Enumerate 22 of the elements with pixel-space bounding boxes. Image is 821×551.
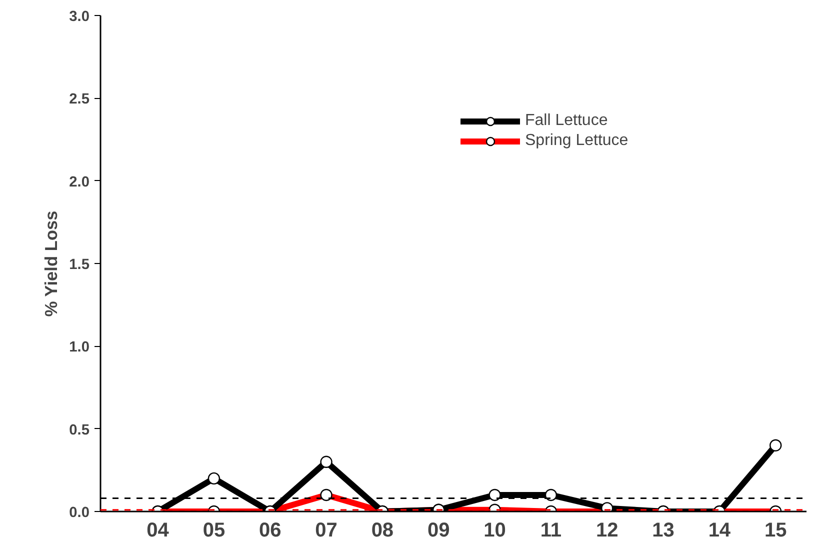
x-tick-label: 14 (708, 520, 732, 542)
x-tick-label: 11 (540, 520, 562, 542)
x-tick-label: 13 (652, 520, 674, 542)
x-tick-label: 09 (427, 520, 450, 542)
legend-label: Spring Lettuce (525, 132, 628, 150)
legend-label: Fall Lettuce (525, 112, 608, 130)
x-tick-label: 06 (258, 520, 282, 542)
x-tick-label: 12 (596, 520, 618, 542)
x-tick-label: 04 (146, 520, 170, 542)
x-tick-label: 05 (202, 520, 226, 542)
y-tick-label: 2.0 (69, 174, 90, 190)
y-tick-label: 1.5 (69, 257, 90, 273)
y-tick-label: 0.5 (69, 422, 90, 438)
x-tick-label: 08 (371, 520, 394, 542)
y-axis-title: % Yield Loss (41, 210, 62, 317)
y-tick-label: 1.0 (69, 340, 90, 356)
x-tick-label: 10 (484, 520, 506, 542)
y-tick-label: 2.5 (69, 92, 90, 108)
x-tick-label: 07 (315, 520, 338, 542)
x-tick-label: 15 (764, 520, 787, 542)
y-tick-label: 3.0 (69, 9, 90, 25)
y-tick-label: 0.0 (69, 505, 90, 521)
